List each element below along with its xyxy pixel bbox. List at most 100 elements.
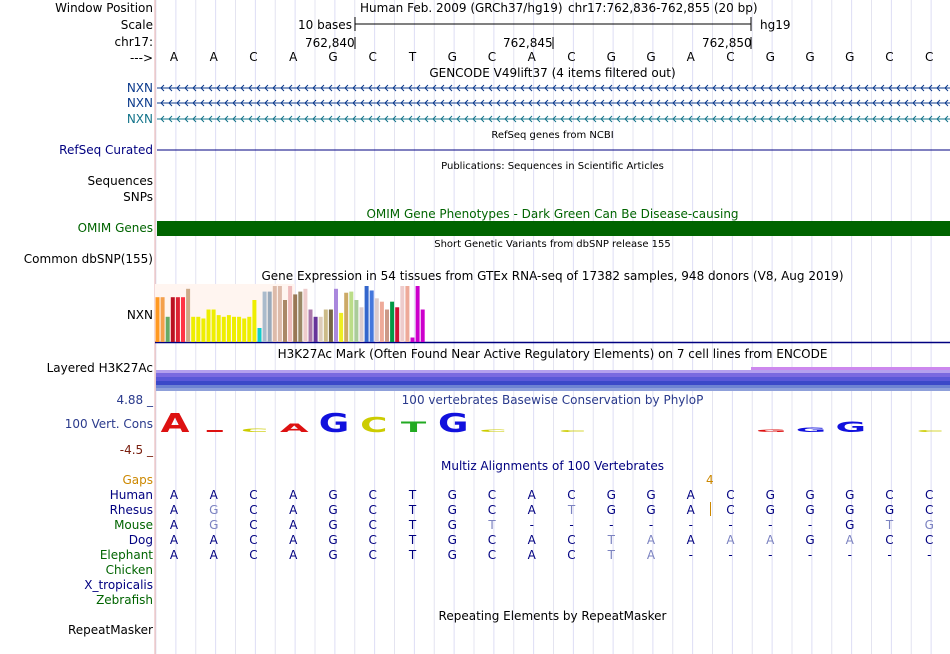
gtex-tissue-bar[interactable] [191, 316, 196, 342]
mouse-aligned-base: - [768, 518, 773, 532]
dog-aligned-base: A [527, 533, 536, 547]
gencode-nxn-label-2[interactable]: NXN [126, 96, 153, 110]
dog-aligned-base: G [805, 533, 815, 547]
omim-genes-label[interactable]: OMIM Genes [77, 221, 153, 235]
mouse-aligned-base: A [169, 518, 179, 532]
gencode-strand-chevrons [160, 115, 949, 123]
gtex-tissue-bar[interactable] [252, 300, 257, 342]
gtex-tissue-bar[interactable] [288, 286, 293, 342]
gtex-tissue-bar[interactable] [339, 312, 344, 342]
gtex-tissue-bar[interactable] [232, 316, 236, 342]
dog-aligned-base: A [209, 533, 218, 547]
gtex-tissue-bar[interactable] [175, 297, 180, 342]
human-aligned-base: A [169, 488, 179, 502]
phylop-letter: G [835, 419, 866, 435]
gtex-tissue-bar[interactable] [395, 307, 400, 342]
repeatmasker-label[interactable]: RepeatMasker [67, 623, 153, 637]
gtex-tissue-bar[interactable] [420, 309, 425, 342]
sequences-label[interactable]: Sequences [87, 174, 153, 188]
gtex-tissue-bar[interactable] [415, 286, 420, 342]
gtex-tissue-bar[interactable] [410, 337, 415, 342]
dog-aligned-base: C [567, 533, 576, 547]
gtex-tissue-bar[interactable] [374, 298, 379, 342]
rhesus-aligned-base: G [646, 503, 656, 517]
gtex-tissue-bar[interactable] [165, 316, 170, 342]
gtex-tissue-bar[interactable] [313, 316, 318, 342]
gtex-tissue-bar[interactable] [242, 318, 247, 342]
gtex-tissue-bar[interactable] [267, 291, 272, 342]
refseq-curated-label[interactable]: RefSeq Curated [59, 143, 153, 157]
gtex-tissue-bar[interactable] [206, 309, 211, 342]
gtex-tissue-bar[interactable] [186, 288, 191, 342]
vert-cons-label[interactable]: 100 Vert. Cons [64, 417, 153, 431]
gtex-tissue-bar[interactable] [349, 291, 354, 342]
gtex-tissue-bar[interactable] [211, 309, 216, 342]
gtex-tissue-bar[interactable] [334, 288, 338, 342]
gtex-tissue-bar[interactable] [308, 309, 313, 342]
sequence-base: A [686, 50, 695, 64]
gtex-tissue-bar[interactable] [170, 297, 175, 342]
gtex-tissue-bar[interactable] [379, 301, 384, 342]
sequence-base: G [328, 50, 338, 64]
omim-gene-bar [157, 221, 950, 236]
gtex-tissue-bar[interactable] [257, 328, 262, 342]
gtex-tissue-bar[interactable] [262, 291, 267, 342]
h3k27ac-signal-band [156, 381, 950, 385]
gtex-tissue-bar[interactable] [298, 291, 303, 342]
gtex-tissue-bar[interactable] [221, 316, 226, 342]
gtex-tissue-bar[interactable] [359, 307, 364, 342]
gtex-tissue-bar[interactable] [293, 294, 298, 342]
sequence-base: G [606, 50, 616, 64]
gtex-tissue-bar[interactable] [354, 300, 359, 342]
rhesus-aligned-base: C [726, 503, 735, 517]
elephant-aligned-base: - [847, 548, 852, 562]
gtex-tissue-bar[interactable] [318, 316, 323, 342]
h3k27ac-signal-band [156, 388, 950, 391]
gtex-tissue-bar[interactable] [283, 300, 287, 342]
gap-insertion-count: 4 [706, 473, 714, 487]
mouse-aligned-base: G [447, 518, 457, 532]
gtex-tissue-bar[interactable] [155, 297, 160, 342]
layered-h3k27ac-label[interactable]: Layered H3K27Ac [46, 361, 153, 375]
dog-aligned-base: A [646, 533, 656, 547]
human-label: Human [109, 488, 153, 502]
rhesus-aligned-base: A [169, 503, 179, 517]
common-dbsnp-label[interactable]: Common dbSNP(155) [23, 252, 153, 266]
gtex-tissue-bar[interactable] [237, 316, 242, 342]
gtex-tissue-bar[interactable] [328, 309, 333, 342]
dog-aligned-base: G [447, 533, 457, 547]
gtex-tissue-bar[interactable] [400, 286, 405, 342]
gtex-tissue-bar[interactable] [277, 286, 282, 342]
snps-label[interactable]: SNPs [123, 190, 153, 204]
human-aligned-base: C [368, 488, 377, 502]
gencode-nxn-label-1[interactable]: NXN [126, 81, 153, 95]
gtex-tissue-bar[interactable] [364, 286, 369, 342]
gtex-tissue-bar[interactable] [405, 286, 410, 342]
elephant-aligned-base: A [169, 548, 179, 562]
mouse-aligned-base: - [529, 518, 534, 532]
gtex-tissue-bar[interactable] [196, 316, 201, 342]
h3k27ac-signal-band [156, 385, 950, 388]
rhesus-aligned-base: G [884, 503, 895, 517]
gtex-tissue-bar[interactable] [247, 316, 252, 342]
gtex-tissue-bar[interactable] [385, 309, 389, 342]
rhesus-aligned-base: C [925, 503, 934, 517]
phylop-letter: A [280, 422, 310, 435]
mouse-aligned-base: G [328, 518, 338, 532]
gtex-tissue-bar[interactable] [181, 297, 185, 342]
gtex-tissue-bar[interactable] [272, 286, 277, 342]
gtex-nxn-label[interactable]: NXN [126, 308, 153, 322]
gtex-tissue-bar[interactable] [201, 318, 206, 342]
gtex-tissue-bar[interactable] [303, 288, 308, 342]
gtex-tissue-bar[interactable] [216, 315, 221, 342]
elephant-aligned-base: - [728, 548, 733, 562]
gtex-tissue-bar[interactable] [160, 297, 165, 342]
sequence-base: C [885, 50, 894, 64]
gtex-tissue-bar[interactable] [344, 292, 349, 342]
gtex-tissue-bar[interactable] [323, 309, 328, 342]
gtex-tissue-bar[interactable] [390, 301, 395, 342]
h3k27ac-signal-band [156, 373, 950, 377]
gtex-tissue-bar[interactable] [369, 290, 374, 342]
gtex-tissue-bar[interactable] [226, 315, 231, 342]
gencode-nxn-label-3[interactable]: NXN [126, 112, 153, 126]
